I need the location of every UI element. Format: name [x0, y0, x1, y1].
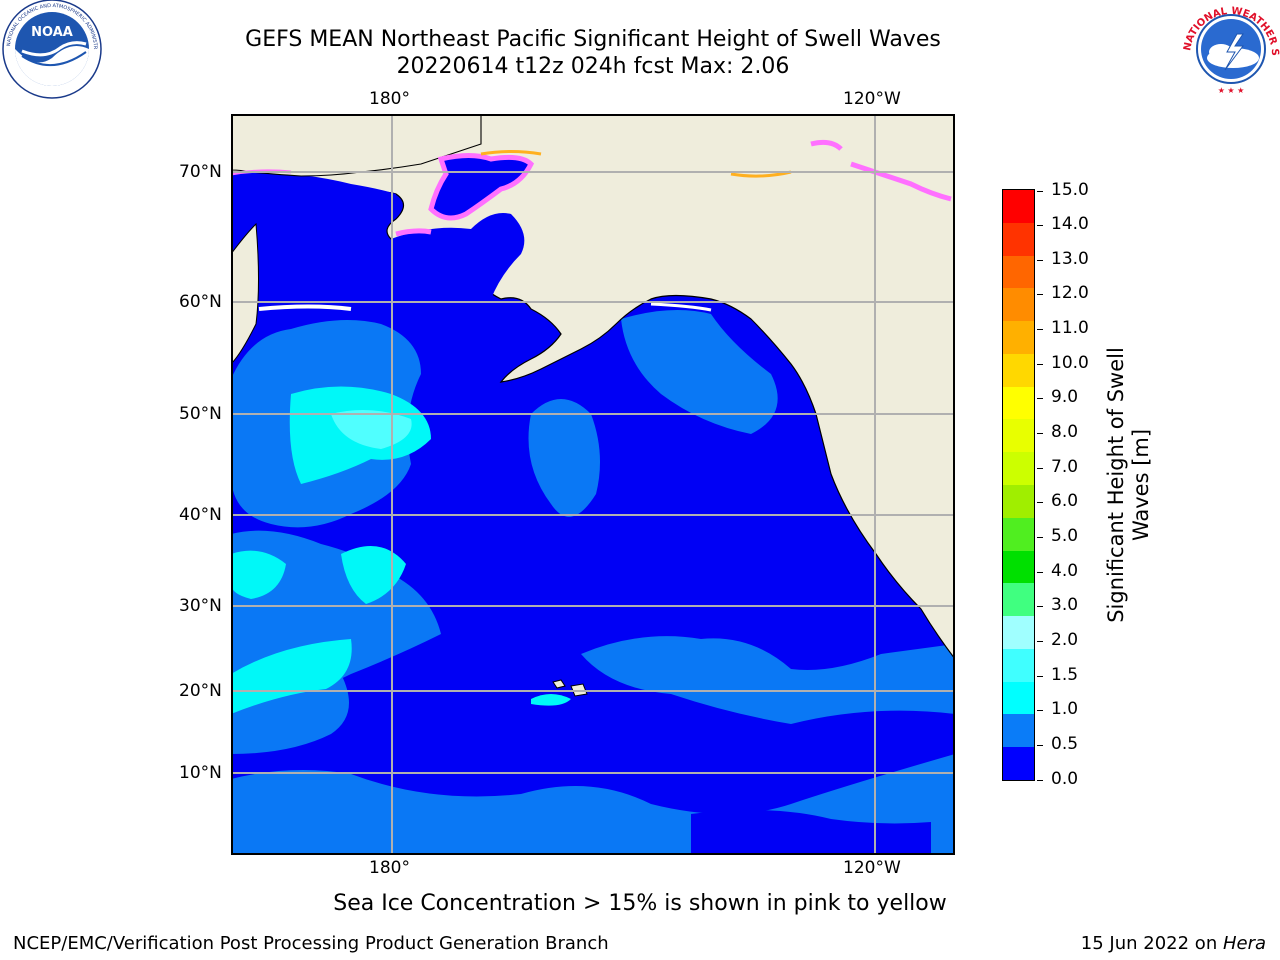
colorbar-segment-9: [1003, 452, 1034, 485]
swell-area-central-east: [581, 636, 955, 724]
swell-high-west: [231, 550, 286, 599]
colorbar-segment-7: [1003, 517, 1034, 551]
footer-right: 15 Jun 2022 on Hera: [1081, 933, 1266, 954]
sea-ice-caption: Sea Ice Concentration > 15% is shown in …: [333, 891, 947, 916]
footer-left: NCEP/EMC/Verification Post Processing Pr…: [13, 933, 609, 954]
colorbar: [1002, 189, 1035, 781]
colorbar-tick-label: 5.0: [1051, 525, 1079, 546]
colorbar-tick-mark: [1037, 536, 1043, 538]
colorbar-tick-label: 9.0: [1051, 387, 1079, 408]
lat-label-10n: 10°N: [179, 763, 222, 783]
noaa-logo-icon: NOAA NATIONAL OCEANIC AND ATMOSPHERIC AD…: [0, 0, 105, 102]
colorbar-segment-16: [1003, 222, 1034, 256]
colorbar-tick-mark: [1037, 190, 1043, 192]
map-panel: [231, 114, 955, 855]
colorbar-tick-mark: [1037, 744, 1043, 746]
colorbar-tick-label: 7.0: [1051, 456, 1079, 477]
colorbar-tick-mark: [1037, 779, 1043, 781]
colorbar-tick-mark: [1037, 467, 1043, 469]
swell-high-southwest: [231, 639, 352, 714]
footer-host: Hera: [1222, 933, 1266, 954]
nws-logo-icon: NATIONAL WEATHER SERVICE ★ ★ ★: [1177, 0, 1280, 98]
map-frame: [231, 114, 955, 855]
colorbar-segment-12: [1003, 353, 1034, 387]
colorbar-tick-label: 11.0: [1051, 318, 1089, 339]
swell-high-mid: [341, 546, 406, 604]
colorbar-tick-mark: [1037, 433, 1043, 435]
lat-label-40n: 40°N: [179, 505, 222, 525]
swell-area-gulf: [621, 310, 778, 434]
colorbar-tick-label: 1.0: [1051, 699, 1079, 720]
colorbar-tick-mark: [1037, 363, 1043, 365]
colorbar-tick-label: 3.0: [1051, 595, 1079, 616]
noaa-logo-text: NOAA: [31, 25, 73, 40]
colorbar-segment-0: [1003, 747, 1034, 780]
colorbar-tick-mark: [1037, 571, 1043, 573]
lat-label-60n: 60°N: [179, 292, 222, 312]
colorbar-tick-mark: [1037, 502, 1043, 504]
land-hawaii-1: [552, 679, 566, 689]
colorbar-segment-5: [1003, 583, 1034, 617]
colorbar-segment-15: [1003, 255, 1034, 289]
bering-sea-west: [231, 172, 396, 279]
colorbar-tick-label: 1.5: [1051, 664, 1079, 685]
colorbar-tick-label: 13.0: [1051, 248, 1089, 269]
colorbar-segment-11: [1003, 386, 1034, 420]
colorbar-segment-2: [1003, 681, 1034, 715]
colorbar-segment-4: [1003, 616, 1034, 649]
lon-label-top-120w: 120°W: [843, 89, 901, 109]
colorbar-tick-label: 0.5: [1051, 733, 1079, 754]
colorbar-segment-10: [1003, 419, 1034, 453]
lat-label-20n: 20°N: [179, 681, 222, 701]
colorbar-segment-17: [1003, 189, 1034, 223]
colorbar-label-line1: Significant Height of Swell: [1104, 347, 1128, 623]
swell-area-west-south: [231, 674, 349, 754]
colorbar-tick-mark: [1037, 225, 1043, 227]
colorbar-tick-mark: [1037, 294, 1043, 296]
colorbar-segment-6: [1003, 550, 1034, 584]
colorbar-tick-label: 6.0: [1051, 491, 1079, 512]
colorbar-tick-label: 2.0: [1051, 629, 1079, 650]
colorbar-ticks: 15.0 14.0 13.0 12.0 11.0 10.0 9.0 8.0 7.0 6.0 5.0 4…: [1037, 180, 1107, 790]
swell-hawaii-patch: [531, 694, 571, 706]
lat-label-50n: 50°N: [179, 404, 222, 424]
colorbar-segment-14: [1003, 288, 1034, 322]
colorbar-tick-label: 12.0: [1051, 283, 1089, 304]
colorbar-tick-label: 15.0: [1051, 179, 1089, 200]
svg-text:★ ★ ★: ★ ★ ★: [1218, 86, 1245, 95]
colorbar-segment-3: [1003, 648, 1034, 682]
colorbar-segment-1: [1003, 714, 1034, 748]
colorbar-label-line2: Waves [m]: [1129, 428, 1153, 542]
colorbar-tick-mark: [1037, 329, 1043, 331]
colorbar-tick-mark: [1037, 606, 1043, 608]
map-canvas: [231, 114, 955, 855]
footer-date: 15 Jun 2022 on: [1080, 933, 1223, 954]
colorbar-tick-label: 4.0: [1051, 560, 1079, 581]
colorbar-segment-8: [1003, 484, 1034, 518]
sea-ice-edge: [480, 150, 542, 156]
lat-label-70n: 70°N: [179, 162, 222, 182]
colorbar-tick-label: 8.0: [1051, 422, 1079, 443]
lon-label-bottom-180: 180°: [369, 858, 410, 878]
colorbar-segment-13: [1003, 321, 1034, 354]
chart-title: GEFS MEAN Northeast Pacific Significant …: [245, 27, 941, 52]
colorbar-tick-mark: [1037, 710, 1043, 712]
lon-label-top-180: 180°: [369, 89, 410, 109]
colorbar-tick-mark: [1037, 259, 1043, 261]
swell-area-south-low: [691, 810, 931, 855]
colorbar-tick-label: 14.0: [1051, 214, 1089, 235]
colorbar-tick-label: 0.0: [1051, 768, 1079, 789]
chart-subtitle: 20220614 t12z 024h fcst Max: 2.06: [396, 54, 790, 79]
colorbar-tick-label: 10.0: [1051, 352, 1089, 373]
bering-sea: [391, 213, 525, 309]
colorbar-tick-mark: [1037, 675, 1043, 677]
swell-area-north-central: [528, 399, 600, 517]
land-alaska-canada: [231, 114, 955, 660]
lon-label-bottom-120w: 120°W: [843, 858, 901, 878]
colorbar-tick-mark: [1037, 398, 1043, 400]
colorbar-tick-mark: [1037, 640, 1043, 642]
graticule: [231, 114, 955, 855]
lat-label-30n: 30°N: [179, 596, 222, 616]
land-kamchatka: [231, 222, 259, 365]
